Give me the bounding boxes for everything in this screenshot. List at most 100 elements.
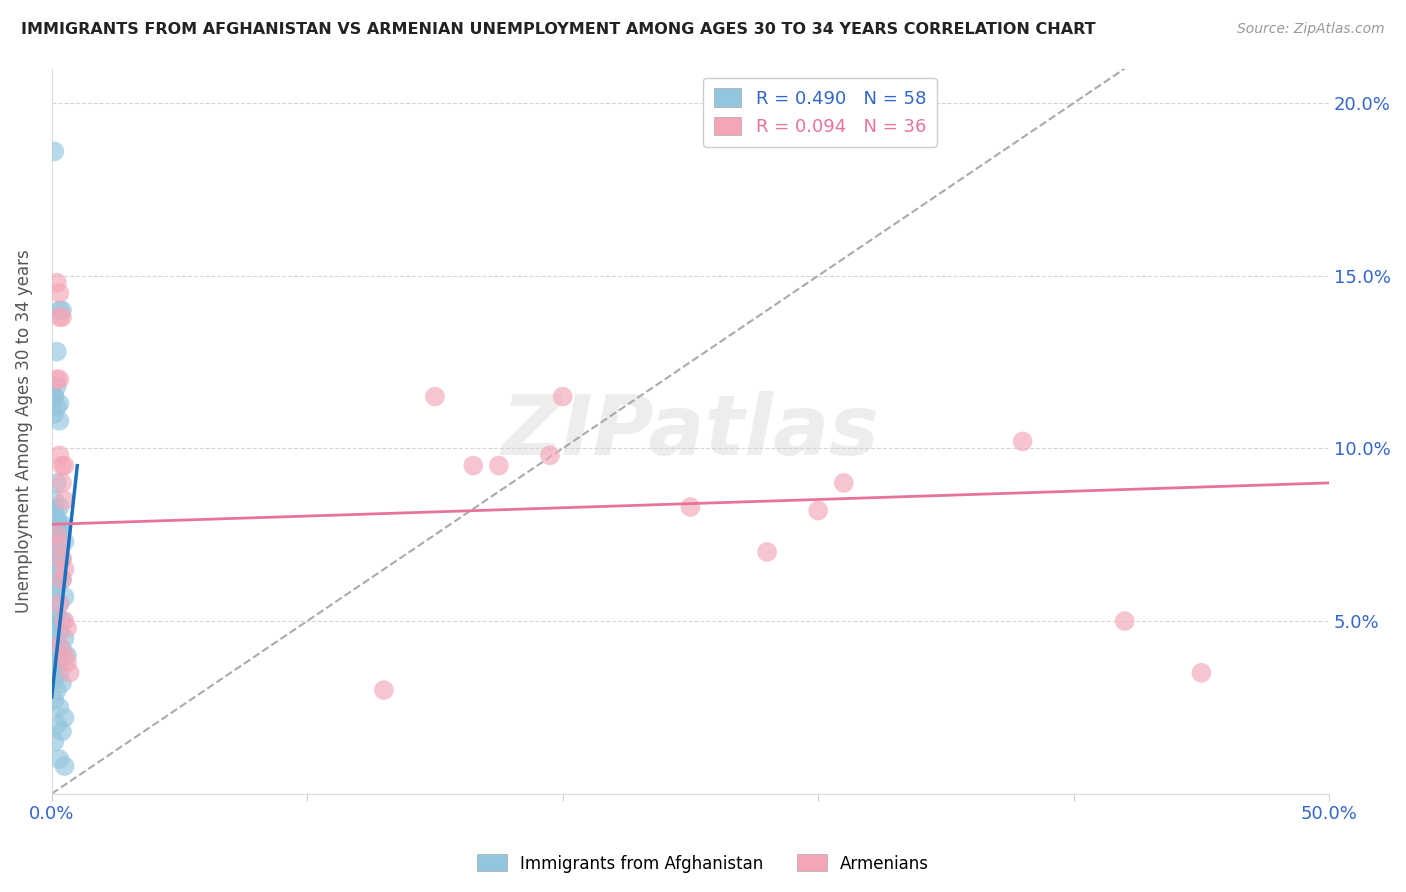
- Point: [48, 624, 70, 639]
- Point: [51, 310, 73, 325]
- Point: [53, 534, 76, 549]
- Point: [44, 735, 66, 749]
- Point: [59, 665, 82, 680]
- Point: [45, 344, 67, 359]
- Point: [44, 390, 66, 404]
- Point: [45, 717, 67, 731]
- Point: [53, 711, 76, 725]
- Point: [48, 569, 70, 583]
- Point: [51, 475, 73, 490]
- Point: [48, 500, 70, 514]
- Point: [48, 303, 70, 318]
- Point: [48, 648, 70, 663]
- Point: [756, 545, 779, 559]
- Point: [44, 145, 66, 159]
- Point: [45, 475, 67, 490]
- Point: [44, 586, 66, 600]
- Point: [423, 390, 446, 404]
- Text: ZIPatlas: ZIPatlas: [502, 391, 879, 472]
- Point: [56, 656, 79, 670]
- Point: [551, 390, 574, 404]
- Point: [1189, 665, 1212, 680]
- Point: [51, 303, 73, 318]
- Point: [53, 562, 76, 576]
- Y-axis label: Unemployment Among Ages 30 to 34 years: Unemployment Among Ages 30 to 34 years: [15, 249, 32, 613]
- Point: [53, 458, 76, 473]
- Point: [44, 656, 66, 670]
- Point: [51, 641, 73, 656]
- Point: [45, 400, 67, 414]
- Point: [44, 493, 66, 508]
- Point: [51, 573, 73, 587]
- Point: [373, 683, 395, 698]
- Point: [48, 538, 70, 552]
- Point: [51, 552, 73, 566]
- Point: [45, 552, 67, 566]
- Point: [48, 752, 70, 766]
- Point: [48, 285, 70, 300]
- Point: [44, 693, 66, 707]
- Text: IMMIGRANTS FROM AFGHANISTAN VS ARMENIAN UNEMPLOYMENT AMONG AGES 30 TO 34 YEARS C: IMMIGRANTS FROM AFGHANISTAN VS ARMENIAN …: [21, 22, 1095, 37]
- Point: [44, 614, 66, 628]
- Point: [53, 590, 76, 604]
- Point: [48, 448, 70, 462]
- Point: [45, 659, 67, 673]
- Point: [45, 527, 67, 541]
- Point: [51, 517, 73, 532]
- Point: [45, 527, 67, 541]
- Point: [51, 724, 73, 739]
- Point: [45, 621, 67, 635]
- Point: [53, 614, 76, 628]
- Point: [51, 676, 73, 690]
- Point: [48, 310, 70, 325]
- Point: [48, 638, 70, 652]
- Point: [53, 632, 76, 646]
- Point: [45, 372, 67, 386]
- Legend: R = 0.490   N = 58, R = 0.094   N = 36: R = 0.490 N = 58, R = 0.094 N = 36: [703, 78, 936, 147]
- Point: [45, 638, 67, 652]
- Point: [48, 700, 70, 714]
- Point: [53, 759, 76, 773]
- Point: [48, 396, 70, 410]
- Point: [488, 458, 510, 473]
- Point: [56, 621, 79, 635]
- Point: [51, 552, 73, 566]
- Point: [45, 683, 67, 698]
- Point: [53, 493, 76, 508]
- Point: [45, 579, 67, 593]
- Point: [45, 276, 67, 290]
- Point: [679, 500, 702, 514]
- Text: Source: ZipAtlas.com: Source: ZipAtlas.com: [1237, 22, 1385, 37]
- Point: [51, 524, 73, 539]
- Point: [45, 379, 67, 393]
- Point: [48, 517, 70, 532]
- Point: [1114, 614, 1136, 628]
- Point: [44, 407, 66, 421]
- Point: [48, 665, 70, 680]
- Point: [45, 607, 67, 621]
- Point: [832, 475, 855, 490]
- Point: [807, 503, 830, 517]
- Point: [53, 648, 76, 663]
- Point: [44, 562, 66, 576]
- Point: [48, 597, 70, 611]
- Point: [44, 673, 66, 687]
- Point: [51, 573, 73, 587]
- Point: [1011, 434, 1033, 449]
- Point: [48, 372, 70, 386]
- Legend: Immigrants from Afghanistan, Armenians: Immigrants from Afghanistan, Armenians: [470, 847, 936, 880]
- Point: [48, 597, 70, 611]
- Point: [45, 517, 67, 532]
- Point: [44, 538, 66, 552]
- Point: [44, 390, 66, 404]
- Point: [463, 458, 485, 473]
- Point: [45, 510, 67, 524]
- Point: [44, 503, 66, 517]
- Point: [48, 545, 70, 559]
- Point: [51, 458, 73, 473]
- Point: [538, 448, 561, 462]
- Point: [56, 648, 79, 663]
- Point: [44, 632, 66, 646]
- Point: [51, 614, 73, 628]
- Point: [48, 414, 70, 428]
